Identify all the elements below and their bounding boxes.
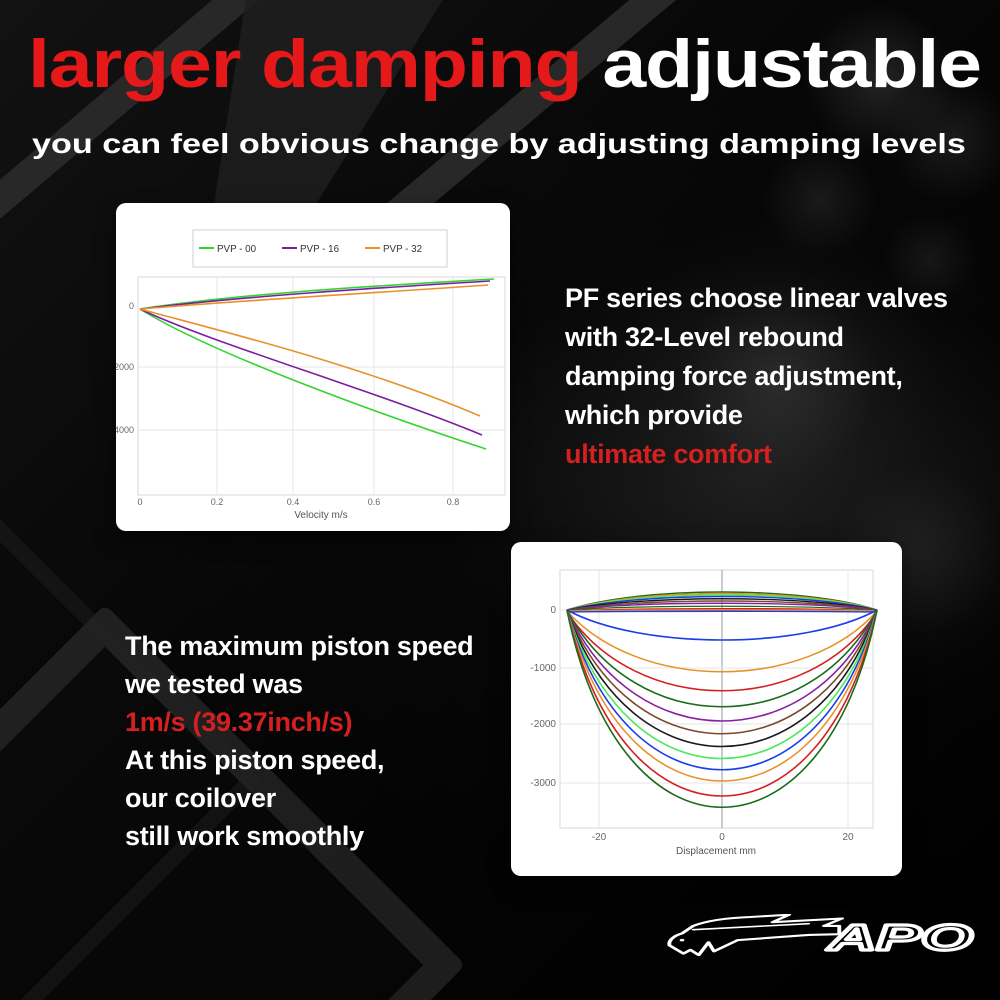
svg-text:0: 0: [550, 605, 556, 616]
svg-text:-1000: -1000: [530, 663, 556, 674]
svg-text:0.8: 0.8: [447, 497, 460, 507]
svg-text:PVP - 16: PVP - 16: [300, 244, 340, 255]
svg-text:PVP - 00: PVP - 00: [217, 244, 257, 255]
svg-text:0: 0: [129, 301, 134, 311]
svg-text:Displacement mm: Displacement mm: [676, 846, 756, 857]
svg-text:0.4: 0.4: [287, 497, 300, 507]
svg-text:0: 0: [719, 832, 725, 843]
svg-text:-2000: -2000: [530, 719, 556, 730]
svg-text:20: 20: [842, 832, 854, 843]
svg-text:0.2: 0.2: [211, 497, 224, 507]
svg-text:-20: -20: [592, 832, 607, 843]
svg-text:-3000: -3000: [530, 778, 556, 789]
svg-text:PVP - 32: PVP - 32: [383, 244, 422, 255]
svg-text:APO: APO: [826, 918, 973, 958]
svg-text:-4000: -4000: [116, 425, 134, 435]
svg-text:Velocity m/s: Velocity m/s: [294, 510, 347, 521]
svg-text:-2000: -2000: [116, 362, 134, 372]
svg-text:0: 0: [137, 497, 142, 507]
svg-text:0.6: 0.6: [368, 497, 381, 507]
